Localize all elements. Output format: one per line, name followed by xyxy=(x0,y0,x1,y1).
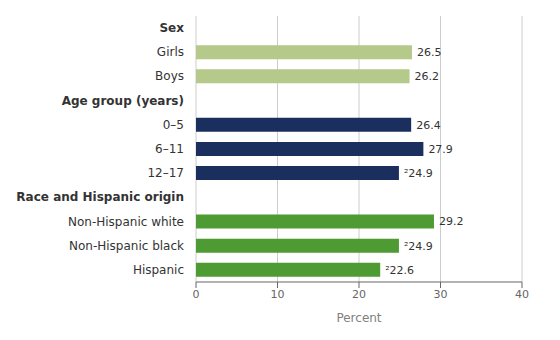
svg-text:Age group (years): Age group (years) xyxy=(62,94,184,108)
svg-text:0–5: 0–5 xyxy=(163,118,184,132)
svg-text:Girls: Girls xyxy=(157,45,184,59)
svg-text:12–17: 12–17 xyxy=(147,166,184,180)
svg-text:29.2: 29.2 xyxy=(439,215,464,228)
svg-text:Boys: Boys xyxy=(155,69,184,83)
svg-text:26.4: 26.4 xyxy=(416,119,441,132)
svg-text:0: 0 xyxy=(193,288,200,301)
svg-text:Non-Hispanic black: Non-Hispanic black xyxy=(69,239,184,253)
svg-text:Non-Hispanic white: Non-Hispanic white xyxy=(68,215,184,229)
svg-text:Hispanic: Hispanic xyxy=(133,263,184,277)
svg-text:²24.9: ²24.9 xyxy=(404,240,433,253)
svg-text:Percent: Percent xyxy=(336,311,381,325)
svg-text:26.2: 26.2 xyxy=(415,70,440,83)
svg-text:27.9: 27.9 xyxy=(428,143,453,156)
svg-text:26.5: 26.5 xyxy=(417,46,442,59)
svg-text:6–11: 6–11 xyxy=(155,142,184,156)
svg-text:²24.9: ²24.9 xyxy=(404,167,433,180)
svg-text:Sex: Sex xyxy=(159,21,184,35)
svg-text:10: 10 xyxy=(271,288,285,301)
svg-text:30: 30 xyxy=(434,288,448,301)
svg-text:40: 40 xyxy=(515,288,529,301)
svg-text:20: 20 xyxy=(352,288,366,301)
svg-text:Race and Hispanic origin: Race and Hispanic origin xyxy=(16,190,184,204)
svg-text:²22.6: ²22.6 xyxy=(385,264,414,277)
